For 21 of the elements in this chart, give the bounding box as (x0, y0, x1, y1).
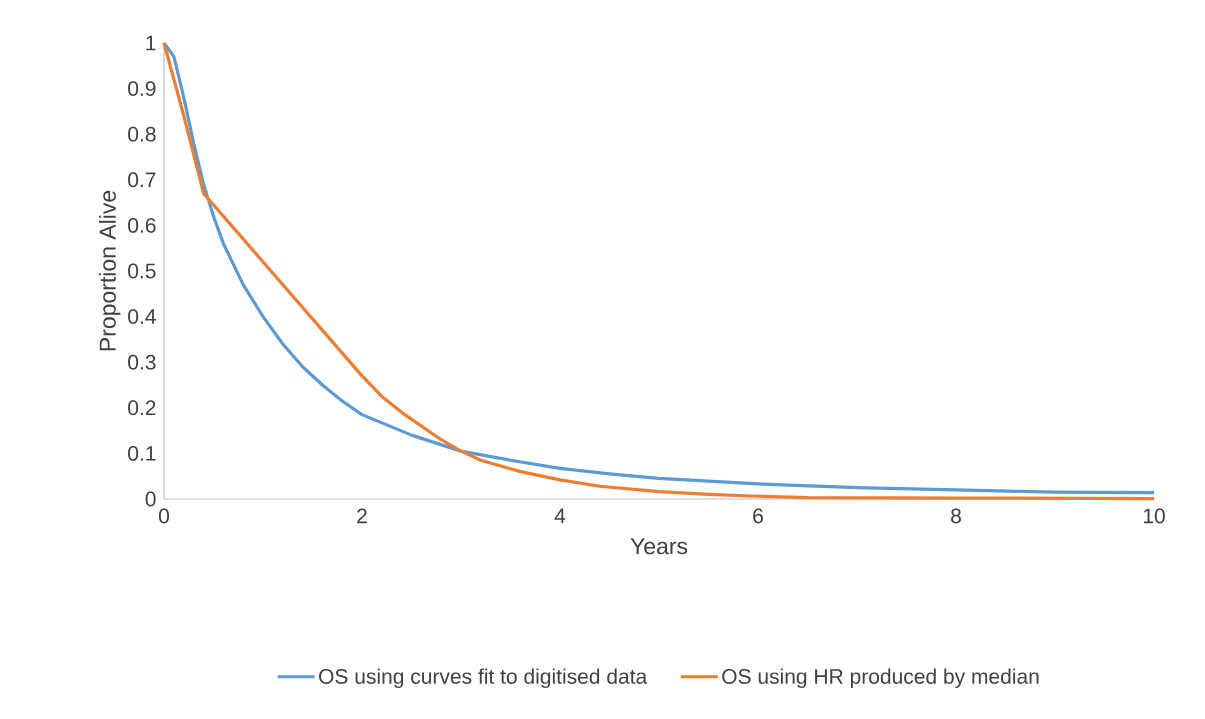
x-tick-label: 10 (1143, 508, 1165, 524)
y-tick-label: 0.2 (128, 400, 156, 416)
y-tick-label: 0 (145, 491, 156, 507)
y-tick-label: 0.1 (128, 445, 156, 461)
x-tick-label: 2 (357, 508, 367, 524)
y-tick-label: 0.5 (128, 263, 156, 279)
x-tick-label: 6 (753, 508, 763, 524)
y-tick-label: 0.3 (128, 354, 156, 370)
x-tick-label: 4 (554, 508, 566, 523)
x-axis-title: Years (630, 538, 688, 555)
y-tick-label: 0.8 (128, 126, 156, 142)
y-tick-label: 1 (146, 35, 156, 51)
x-tick-label: 0 (158, 508, 170, 524)
y-tick-label: 0.9 (128, 81, 156, 97)
legend-label: OS using curves fit to digitised data (319, 668, 648, 689)
x-tick-label: 8 (951, 508, 961, 524)
y-tick-label: 0.4 (128, 309, 156, 325)
legend-label: OS using HR produced by median (722, 668, 1039, 689)
y-tick-label: 0.7 (128, 172, 156, 188)
y-axis-title: Proportion Alive (98, 190, 121, 351)
y-tick-label: 0.6 (128, 217, 156, 233)
